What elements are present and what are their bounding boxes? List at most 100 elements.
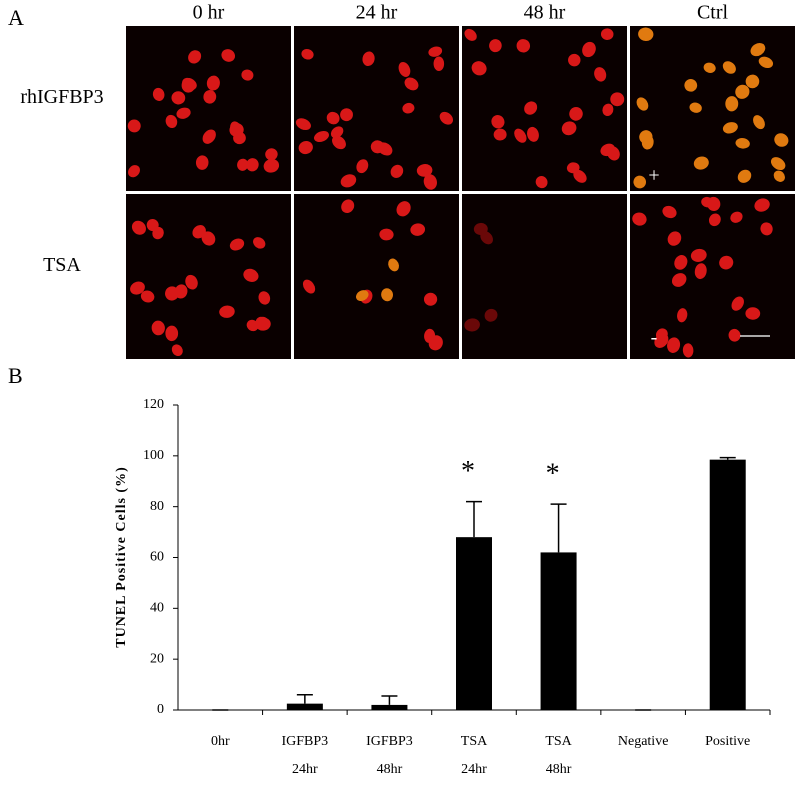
cell-nucleus: [600, 28, 614, 40]
cell-nucleus: [735, 84, 750, 99]
error-bar: [550, 503, 567, 553]
cell-nucleus: [130, 281, 145, 295]
cell-nucleus: [610, 92, 625, 107]
cell-nucleus: [464, 28, 477, 41]
cell-nucleus: [770, 157, 786, 171]
cell-nucleus: [694, 263, 707, 280]
x-tick-label: 24hr: [461, 762, 487, 777]
column-label: 24 hr: [356, 2, 398, 24]
cell-nucleus: [404, 77, 419, 91]
x-tick-label: 48hr: [377, 762, 403, 777]
cell-nucleus: [730, 211, 743, 223]
cell-nucleus: [753, 115, 765, 130]
cell-nucleus: [516, 39, 531, 53]
bar: [456, 537, 492, 710]
cell-nucleus: [381, 288, 393, 302]
cell-nucleus: [341, 199, 355, 214]
cell-nucleus: [229, 238, 245, 251]
cell-nucleus: [693, 156, 709, 170]
micrograph: [630, 26, 795, 191]
cell-nucleus: [265, 148, 278, 161]
cell-nucleus: [174, 284, 188, 299]
cell-nucleus: [241, 69, 254, 81]
cell-nucleus: [423, 174, 437, 190]
cell-nucleus: [524, 101, 538, 115]
cell-nucleus: [221, 49, 236, 62]
x-tick-label: 48hr: [546, 762, 572, 777]
cell-nucleus: [340, 174, 357, 188]
y-tick-label: 0: [157, 702, 164, 717]
ctrl-marker: -: [651, 327, 658, 349]
cell-nucleus: [298, 141, 313, 155]
cell-nucleus: [471, 61, 487, 76]
cell-nucleus: [219, 305, 235, 318]
row-label: rhIGFBP3: [20, 86, 103, 108]
micrograph: [126, 26, 291, 191]
cell-nucleus: [725, 96, 739, 112]
cell-nucleus: [246, 319, 259, 332]
cell-nucleus: [484, 308, 498, 322]
y-tick-label: 80: [150, 499, 164, 514]
micrograph: [126, 194, 291, 359]
cell-nucleus: [722, 61, 736, 74]
x-tick-label: IGFBP3: [282, 734, 329, 749]
cell-nucleus: [258, 291, 271, 305]
cell-nucleus: [719, 255, 734, 270]
cell-nucleus: [396, 201, 411, 217]
cell-nucleus: [641, 134, 654, 150]
cell-nucleus: [165, 325, 179, 342]
cell-nucleus: [326, 111, 340, 125]
micrograph: [462, 194, 627, 359]
cell-nucleus: [514, 128, 527, 143]
cell-nucleus: [758, 56, 774, 69]
cell-nucleus: [677, 308, 688, 323]
cell-nucleus: [295, 118, 311, 131]
cell-nucleus: [206, 75, 220, 91]
cell-nucleus: [703, 62, 716, 73]
y-tick-label: 60: [150, 550, 164, 565]
cell-nucleus: [388, 258, 399, 272]
panel-label: A: [8, 5, 24, 30]
x-tick-label: Positive: [705, 734, 750, 749]
cell-nucleus: [491, 115, 505, 129]
micrograph: [462, 26, 627, 191]
cell-nucleus: [655, 328, 668, 341]
cell-nucleus: [301, 48, 314, 60]
cell-nucleus: [569, 106, 583, 121]
cell-nucleus: [737, 169, 752, 183]
cell-nucleus: [708, 213, 721, 227]
cell-nucleus: [379, 228, 394, 241]
cell-nucleus: [423, 292, 438, 306]
y-tick-label: 20: [150, 651, 164, 666]
cell-nucleus: [243, 268, 259, 282]
cell-nucleus: [682, 343, 694, 358]
cell-nucleus: [131, 220, 146, 235]
cell-nucleus: [684, 79, 698, 92]
cell-nucleus: [201, 231, 216, 246]
y-tick-label: 100: [143, 448, 164, 463]
bar: [371, 704, 408, 710]
cell-nucleus: [176, 107, 191, 119]
error-bar: [466, 500, 482, 538]
cell-nucleus: [667, 337, 681, 353]
y-tick-label: 40: [150, 601, 164, 616]
cell-nucleus: [489, 39, 502, 53]
cell-nucleus: [745, 307, 761, 320]
cell-nucleus: [195, 155, 209, 170]
cell-nucleus: [152, 87, 165, 101]
cell-nucleus: [192, 225, 206, 239]
cell-nucleus: [332, 135, 346, 150]
cell-nucleus: [568, 53, 581, 67]
cell-nucleus: [662, 205, 677, 219]
cell-nucleus: [165, 114, 178, 129]
cell-nucleus: [731, 296, 744, 311]
x-tick-label: IGFBP3: [366, 734, 413, 749]
y-tick-label: 120: [143, 397, 164, 412]
cell-nucleus: [362, 51, 375, 67]
cell-nucleus: [728, 328, 741, 342]
cell-nucleus: [302, 279, 316, 294]
cell-nucleus: [690, 248, 707, 262]
x-tick-label: 24hr: [292, 762, 318, 777]
cell-nucleus: [535, 176, 548, 189]
